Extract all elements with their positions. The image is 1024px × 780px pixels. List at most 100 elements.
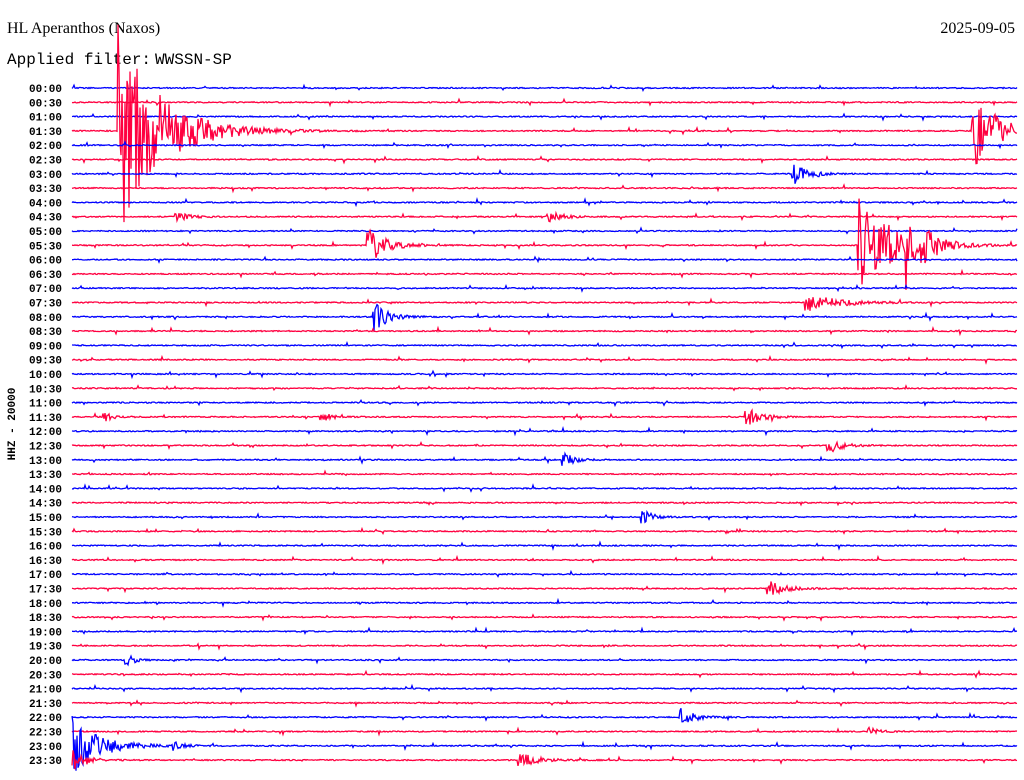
row-time-label: 22:30	[29, 728, 62, 740]
trace-row-2230	[71, 726, 1018, 737]
row-time-label: 19:30	[29, 642, 62, 654]
trace-row-1900	[72, 626, 1018, 637]
row-time-label: 11:30	[29, 413, 62, 425]
row-time-label: 08:30	[29, 327, 62, 339]
trace-row-0000	[71, 83, 1018, 92]
row-time-label: 17:00	[29, 570, 62, 582]
trace-row-0430	[71, 210, 1018, 224]
row-time-label: 00:30	[29, 98, 62, 110]
row-time-label: 10:30	[29, 384, 62, 396]
trace-row-1000	[71, 369, 1018, 380]
trace-row-1430	[71, 501, 1018, 507]
row-time-label: 01:00	[29, 113, 62, 125]
row-time-label: 12:00	[29, 427, 62, 439]
row-time-label: 16:30	[29, 556, 62, 568]
trace-row-0530	[71, 198, 1018, 290]
trace-row-1630	[71, 554, 1018, 566]
row-time-label: 13:30	[29, 470, 62, 482]
trace-row-0630	[71, 268, 1018, 279]
row-time-label: 18:30	[29, 613, 62, 625]
row-time-label: 07:00	[29, 284, 62, 296]
trace-row-1800	[71, 597, 1017, 608]
trace-row-0130	[71, 24, 1018, 223]
trace-row-1300	[71, 451, 1018, 466]
row-time-label: 05:30	[29, 241, 62, 253]
row-time-label: 00:00	[29, 84, 62, 96]
row-time-label: 11:00	[29, 399, 62, 411]
trace-row-1830	[71, 613, 1018, 622]
trace-row-1600	[71, 540, 1018, 552]
station-title: HL Aperanthos (Naxos)	[7, 20, 161, 37]
row-time-label: 19:00	[29, 627, 62, 639]
filter-value: WWSSN-SP	[155, 51, 232, 69]
trace-row-0100	[71, 112, 1018, 122]
trace-row-1730	[71, 581, 1018, 596]
row-time-label: 04:30	[29, 213, 62, 225]
trace-row-2000	[71, 654, 1018, 667]
trace-row-2100	[71, 683, 1018, 694]
trace-row-2300	[71, 716, 1018, 771]
trace-row-1200	[71, 425, 1018, 437]
trace-row-2030	[71, 669, 1018, 679]
row-time-label: 16:00	[29, 542, 62, 554]
trace-row-1930	[71, 642, 1018, 651]
row-time-label: 14:30	[29, 499, 62, 511]
row-time-label: 15:30	[29, 527, 62, 539]
row-time-label: 04:00	[29, 198, 62, 210]
row-time-label: 07:30	[29, 299, 62, 311]
row-time-label: 06:30	[29, 270, 62, 282]
filter-label: Applied filter: WWSSN-SP	[7, 51, 232, 69]
y-axis-label: HHZ - 20000	[7, 388, 19, 461]
row-time-label: 09:00	[29, 341, 62, 353]
row-time-label: 22:00	[29, 713, 62, 725]
row-time-label: 17:30	[29, 585, 62, 597]
trace-row-2200	[71, 708, 1018, 723]
row-time-label: 03:00	[29, 170, 62, 182]
trace-row-0930	[71, 354, 1018, 365]
row-time-label: 12:30	[29, 442, 62, 454]
row-time-label: 09:30	[29, 356, 62, 368]
row-time-label: 02:30	[29, 156, 62, 168]
trace-row-2330	[71, 750, 1018, 770]
trace-row-0600	[72, 255, 1018, 264]
trace-row-0830	[71, 325, 1017, 337]
trace-row-0730	[71, 297, 1018, 311]
row-time-label: 05:00	[29, 227, 62, 239]
trace-row-0200	[71, 140, 1018, 150]
trace-row-0800	[71, 303, 1018, 332]
trace-row-1100	[71, 398, 1018, 408]
trace-row-1530	[71, 526, 1018, 535]
date-label: 2025-09-05	[940, 20, 1015, 37]
trace-row-0900	[72, 340, 1017, 350]
trace-row-1030	[71, 384, 1018, 392]
row-time-label: 03:30	[29, 184, 62, 196]
trace-row-0700	[71, 283, 1018, 293]
row-time-label: 21:00	[29, 685, 62, 697]
row-time-label: 06:00	[29, 256, 62, 268]
row-time-label: 21:30	[29, 699, 62, 711]
trace-row-1500	[71, 509, 1018, 524]
trace-row-1230	[71, 440, 1018, 453]
trace-row-1400	[71, 483, 1018, 493]
row-time-label: 13:00	[29, 456, 62, 468]
trace-row-2130	[71, 699, 1018, 708]
row-time-label: 14:00	[29, 484, 62, 496]
row-time-label: 18:00	[29, 599, 62, 611]
trace-row-0400	[71, 196, 1018, 208]
trace-row-0300	[71, 164, 1018, 184]
trace-row-0330	[71, 183, 1018, 194]
row-time-label: 23:30	[29, 756, 62, 768]
row-time-label: 23:00	[29, 742, 62, 754]
trace-row-1130	[71, 408, 1018, 425]
row-time-label: 15:00	[29, 513, 62, 525]
trace-row-0500	[71, 226, 1018, 235]
trace-row-1700	[71, 569, 1018, 578]
row-time-label: 10:00	[29, 370, 62, 382]
row-time-label: 08:00	[29, 313, 62, 325]
trace-row-0030	[71, 97, 1018, 108]
row-time-label: 02:00	[29, 141, 62, 153]
trace-row-0230	[71, 154, 1018, 165]
trace-row-1330	[72, 469, 1018, 477]
row-time-label: 20:30	[29, 670, 62, 682]
